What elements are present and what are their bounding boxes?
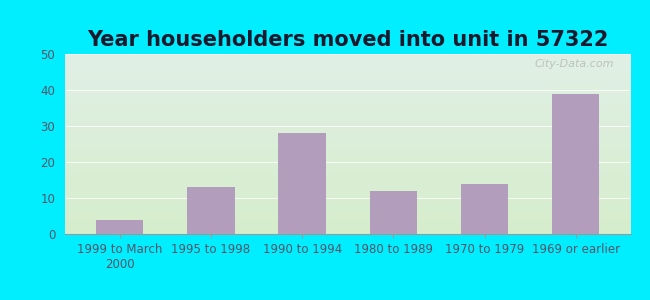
Text: City-Data.com: City-Data.com (534, 59, 614, 69)
Bar (461, 184, 508, 234)
Bar (370, 191, 417, 234)
Bar (96, 220, 144, 234)
Title: Year householders moved into unit in 57322: Year householders moved into unit in 573… (87, 30, 608, 50)
Bar (278, 133, 326, 234)
Bar (552, 94, 599, 234)
Bar (187, 187, 235, 234)
